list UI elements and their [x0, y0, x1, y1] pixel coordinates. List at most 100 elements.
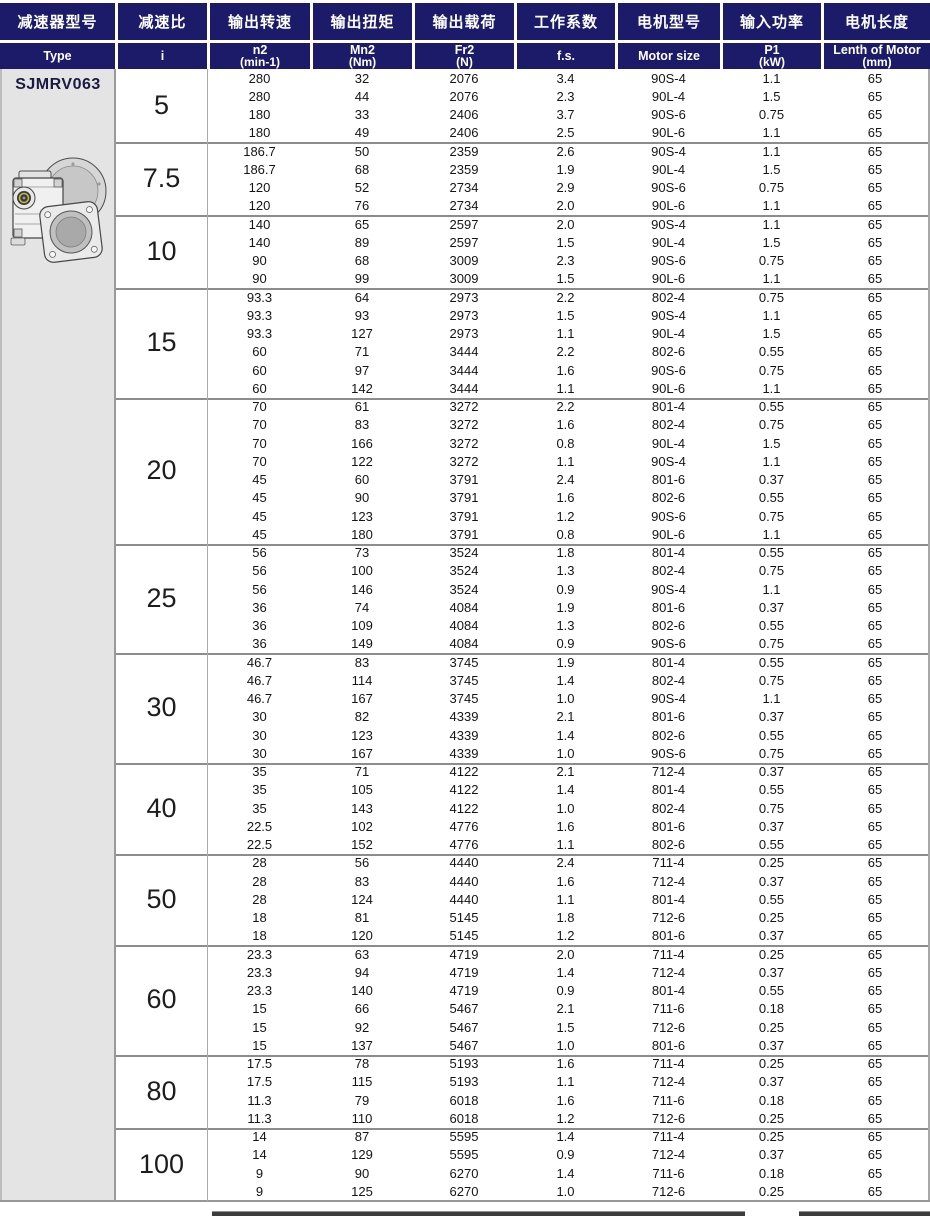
table-cell: 83: [354, 654, 370, 670]
table-cell: 0.37: [758, 472, 785, 488]
group-rows: 70 61 3272 2.2 801-4 0.55 65 70 83 3272 1.6 802-4 0.…: [208, 398, 928, 544]
header-input-power-en: P1 (kW): [723, 43, 821, 69]
table-cell: 89: [354, 234, 370, 250]
table-row: 23.3 63 4719 2.0 711-4 0.25 65: [208, 945, 928, 963]
table-cell: 109: [351, 618, 373, 634]
table-cell: 1.1: [556, 380, 575, 396]
table-cell: 0.55: [758, 837, 785, 853]
table-cell: 712-6: [651, 910, 686, 926]
table-cell: 83: [354, 417, 370, 433]
table-cell: 1.4: [556, 672, 575, 688]
table-cell: 0.9: [556, 636, 575, 652]
table-row: 23.3 140 4719 0.9 801-4 0.55 65: [208, 982, 928, 1000]
table-row: 56 73 3524 1.8 801-4 0.55 65: [208, 544, 928, 562]
table-cell: 0.55: [758, 654, 785, 670]
table-cell: 102: [351, 818, 373, 834]
table-cell: 1.6: [556, 1092, 575, 1108]
table-cell: 2.4: [556, 855, 575, 871]
table-cell: 3524: [449, 545, 479, 561]
table-cell: 120: [248, 198, 271, 214]
table-cell: 1.1: [762, 271, 781, 287]
header-ratio-en: i: [118, 43, 207, 69]
table-cell: 65: [867, 691, 883, 707]
table-cell: 1.0: [556, 800, 575, 816]
header-service-factor-en: f.s.: [517, 43, 615, 69]
table-cell: 65: [867, 271, 883, 287]
table-cell: 4719: [449, 983, 479, 999]
table-row: 18 120 5145 1.2 801-6 0.37 65: [208, 927, 928, 945]
table-cell: 56: [252, 545, 267, 561]
table-row: 140 65 2597 2.0 90S-4 1.1 65: [208, 215, 928, 233]
table-cell: 2.5: [556, 125, 575, 141]
table-cell: 90S-6: [651, 508, 686, 524]
table-cell: 3272: [449, 453, 479, 469]
table-cell: 65: [867, 143, 883, 159]
table-cell: 90L-6: [651, 271, 686, 287]
table-cell: 15: [252, 1019, 267, 1035]
table-row: 46.7 83 3745 1.9 801-4 0.55 65: [208, 653, 928, 671]
table-cell: 3745: [449, 672, 479, 688]
table-cell: 0.55: [758, 545, 785, 561]
table-cell: 68: [354, 161, 370, 177]
table-cell: 3444: [449, 344, 479, 360]
table-cell: 0.55: [758, 782, 785, 798]
table-cell: 93.3: [246, 289, 273, 305]
table-cell: 90: [252, 271, 267, 287]
table-cell: 0.55: [758, 399, 785, 415]
table-cell: 90L-6: [651, 125, 686, 141]
table-cell: 802-6: [651, 490, 686, 506]
table-cell: 2406: [449, 125, 479, 141]
table-cell: 60: [252, 380, 267, 396]
table-row: 180 33 2406 3.7 90S-6 0.75 65: [208, 106, 928, 124]
table-cell: 70: [252, 453, 267, 469]
table-row: 60 71 3444 2.2 802-6 0.55 65: [208, 343, 928, 361]
table-cell: 1.1: [762, 380, 781, 396]
table-cell: 166: [351, 435, 373, 451]
table-cell: 802-6: [651, 837, 686, 853]
table-cell: 1.1: [762, 691, 781, 707]
ratio-cell: 60: [116, 945, 208, 1055]
group-rows: 140 65 2597 2.0 90S-4 1.1 65 140 89 2597 1.5 90L-4 1…: [208, 215, 928, 288]
table-cell: 1.5: [556, 234, 575, 250]
table-cell: 65: [867, 800, 883, 816]
table-cell: 801-4: [651, 399, 686, 415]
table-cell: 79: [354, 1092, 370, 1108]
table-cell: 2.1: [556, 1001, 575, 1017]
table-cell: 65: [867, 1019, 883, 1035]
ratio-group: 50 28 56 4440 2.4 711-4 0.25 65 28 83 4440 1.6 712-…: [116, 853, 928, 945]
table-cell: 2076: [449, 88, 479, 104]
table-cell: 1.4: [556, 1129, 575, 1145]
table-cell: 23.3: [246, 946, 273, 962]
table-cell: 65: [867, 125, 883, 141]
table-cell: 65: [867, 818, 883, 834]
table-cell: 2.2: [556, 289, 575, 305]
table-cell: 4122: [449, 800, 479, 816]
table-cell: 1.0: [556, 691, 575, 707]
table-row: 14 87 5595 1.4 711-4 0.25 65: [208, 1128, 928, 1146]
group-rows: 23.3 63 4719 2.0 711-4 0.25 65 23.3 94 4719 1.4 712…: [208, 945, 928, 1055]
table-cell: 1.1: [762, 453, 781, 469]
table-cell: 0.37: [758, 764, 785, 780]
table-row: 15 92 5467 1.5 712-6 0.25 65: [208, 1018, 928, 1036]
table-cell: 9: [255, 1165, 264, 1181]
table-cell: 70: [252, 417, 267, 433]
table-cell: 0.75: [758, 745, 785, 761]
table-cell: 65: [867, 216, 883, 232]
table-cell: 5145: [449, 928, 479, 944]
table-cell: 4440: [449, 855, 479, 871]
table-cell: 0.37: [758, 709, 785, 725]
header-output-speed-en: n2 (min-1): [210, 43, 310, 69]
table-cell: 712-4: [651, 764, 686, 780]
table-cell: 5193: [449, 1074, 479, 1090]
ratio-cell: 25: [116, 543, 208, 653]
table-cell: 14: [252, 1129, 267, 1145]
next-table-edge-left: [212, 1211, 745, 1216]
table-cell: 65: [867, 380, 883, 396]
table-cell: 1.2: [556, 928, 575, 944]
table-cell: 186.7: [243, 143, 276, 159]
table-cell: 90: [354, 490, 370, 506]
table-cell: 97: [354, 362, 370, 378]
table-cell: 1.3: [556, 563, 575, 579]
table-row: 17.5 78 5193 1.6 711-4 0.25 65: [208, 1055, 928, 1073]
